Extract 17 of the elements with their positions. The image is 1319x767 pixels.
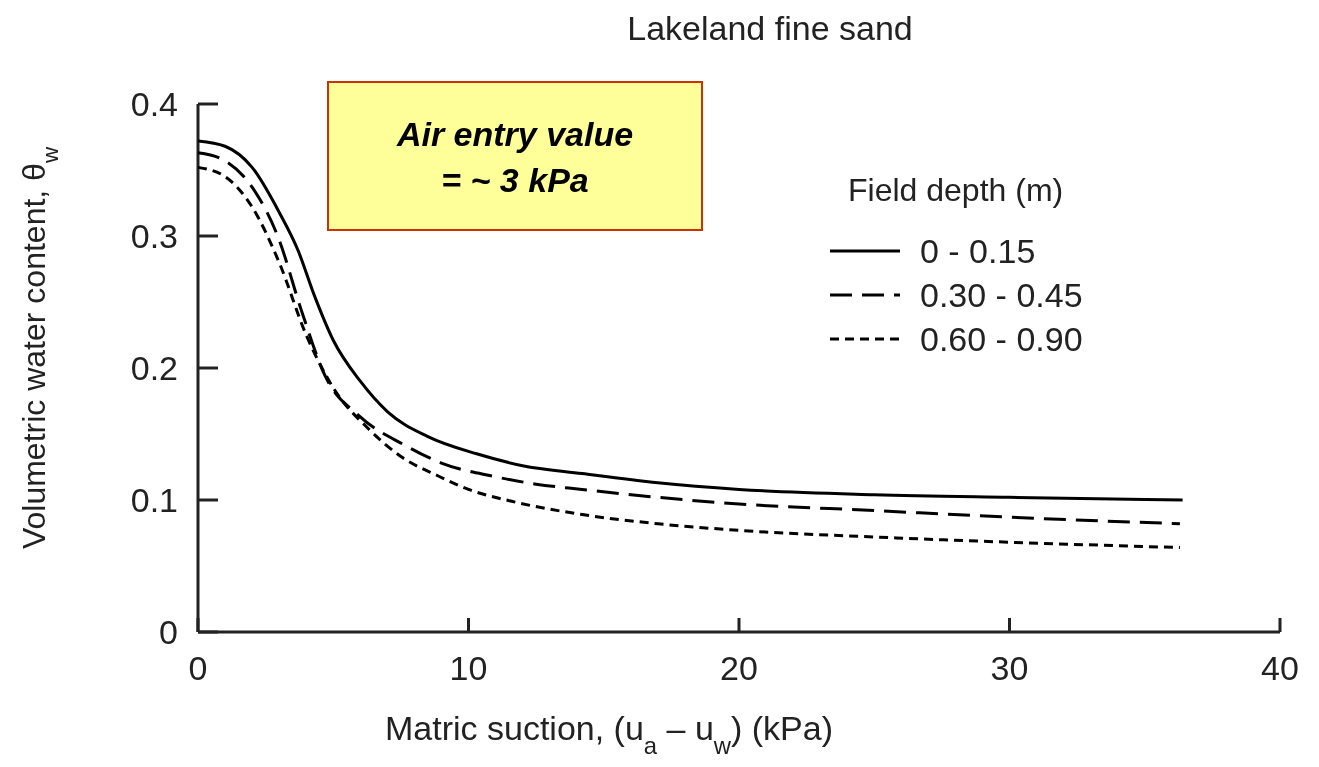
x-tick-label: 40 bbox=[1261, 649, 1299, 687]
x-axis-title: Matric suction, (u$_{a}$ – u$_{w}$) (kPa) bbox=[384, 709, 834, 759]
y-tick-label: 0.3 bbox=[130, 217, 178, 255]
chart-title: Lakeland fine sand bbox=[627, 9, 913, 47]
x-tick-label: 20 bbox=[720, 649, 758, 687]
x-tick-label: 0 bbox=[188, 649, 208, 687]
y-tick-label: 0.1 bbox=[130, 481, 178, 519]
legend-label: 0 - 0.15 bbox=[920, 232, 1036, 270]
legend-label: 0.30 - 0.45 bbox=[920, 276, 1083, 314]
x-tick-label: 10 bbox=[449, 649, 488, 687]
legend-title: Field depth (m) bbox=[848, 172, 1064, 208]
y-tick-label: 0.4 bbox=[130, 85, 178, 123]
annotation: Air entry value = ~ 3 kPa bbox=[395, 115, 634, 199]
x-tick-label: 30 bbox=[990, 649, 1029, 687]
y-tick-label: 0.2 bbox=[130, 349, 178, 387]
y-tick-label: 0 bbox=[159, 613, 178, 651]
legend-label: 0.60 - 0.90 bbox=[920, 320, 1083, 358]
